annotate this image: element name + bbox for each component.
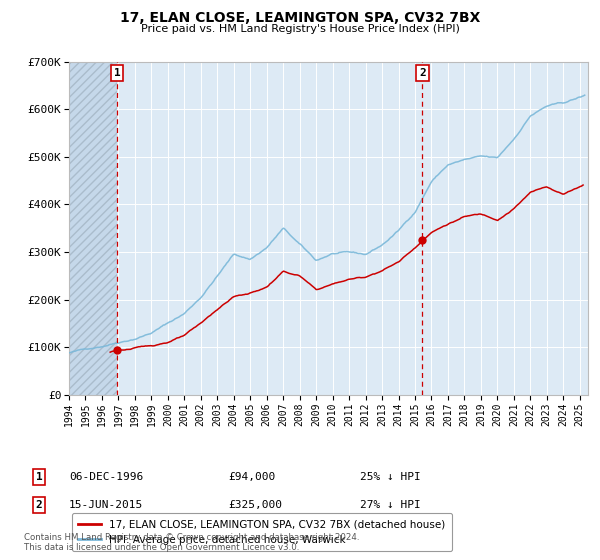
Text: 27% ↓ HPI: 27% ↓ HPI bbox=[360, 500, 421, 510]
Text: 1: 1 bbox=[35, 472, 43, 482]
Text: 1: 1 bbox=[114, 68, 121, 78]
Legend: 17, ELAN CLOSE, LEAMINGTON SPA, CV32 7BX (detached house), HPI: Average price, d: 17, ELAN CLOSE, LEAMINGTON SPA, CV32 7BX… bbox=[71, 514, 452, 551]
Text: Contains HM Land Registry data © Crown copyright and database right 2024.: Contains HM Land Registry data © Crown c… bbox=[24, 533, 359, 542]
Text: Price paid vs. HM Land Registry's House Price Index (HPI): Price paid vs. HM Land Registry's House … bbox=[140, 24, 460, 34]
Text: 17, ELAN CLOSE, LEAMINGTON SPA, CV32 7BX: 17, ELAN CLOSE, LEAMINGTON SPA, CV32 7BX bbox=[120, 11, 480, 25]
Text: This data is licensed under the Open Government Licence v3.0.: This data is licensed under the Open Gov… bbox=[24, 543, 299, 552]
Text: 25% ↓ HPI: 25% ↓ HPI bbox=[360, 472, 421, 482]
Bar bbox=[69, 62, 117, 395]
Text: £94,000: £94,000 bbox=[228, 472, 275, 482]
Text: £325,000: £325,000 bbox=[228, 500, 282, 510]
Text: 2: 2 bbox=[419, 68, 426, 78]
Text: 06-DEC-1996: 06-DEC-1996 bbox=[69, 472, 143, 482]
Text: 2: 2 bbox=[35, 500, 43, 510]
Text: 15-JUN-2015: 15-JUN-2015 bbox=[69, 500, 143, 510]
